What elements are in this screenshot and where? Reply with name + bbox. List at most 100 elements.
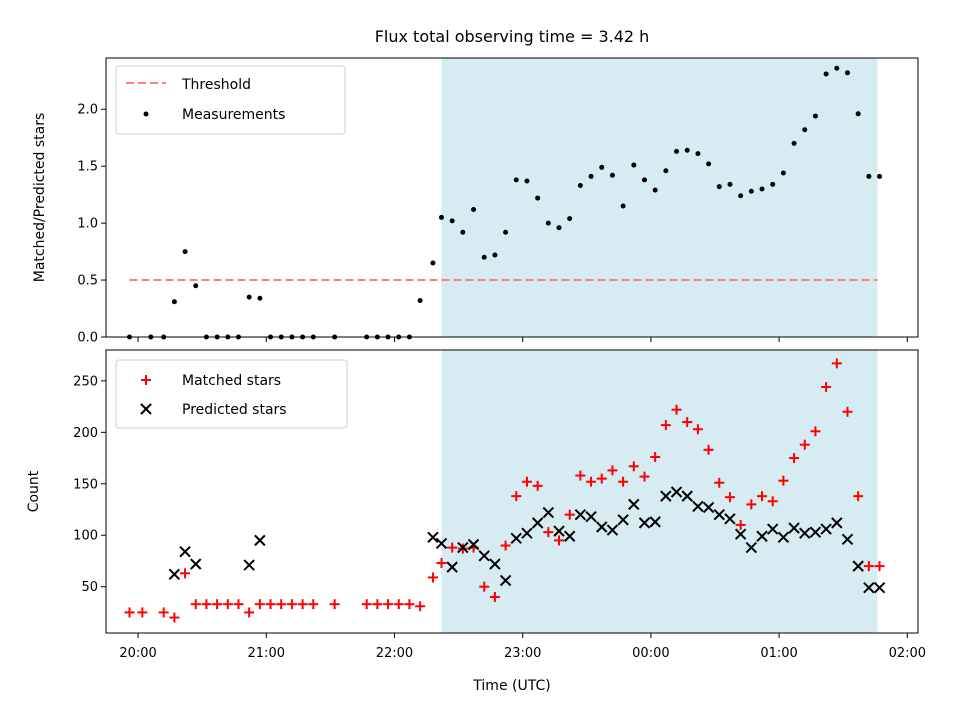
predicted-star-point bbox=[777, 531, 790, 544]
predicted-star-point bbox=[179, 545, 191, 558]
matched-star-point bbox=[575, 470, 586, 481]
bottom-axes-frame bbox=[105, 349, 919, 634]
matched-star-point bbox=[799, 439, 810, 450]
measurement-point bbox=[430, 260, 436, 266]
matched-star-point bbox=[137, 607, 148, 618]
predicted-star-point bbox=[863, 582, 875, 594]
matched-star-point bbox=[372, 599, 383, 610]
matched-star-point bbox=[265, 599, 276, 610]
predicted-star-point bbox=[766, 523, 779, 535]
measurement-point bbox=[171, 299, 177, 305]
top-y-ticks: 0.0 0.5 1.0 1.5 2.0 bbox=[77, 103, 106, 346]
measurement-point bbox=[727, 181, 733, 187]
matched-star-point bbox=[831, 358, 842, 369]
predicted-star-point bbox=[243, 559, 255, 571]
matched-star-point bbox=[618, 476, 629, 487]
predicted-star-point bbox=[457, 541, 469, 554]
predicted-star-point bbox=[499, 574, 512, 587]
predicted-star-point bbox=[681, 490, 693, 502]
measurement-point bbox=[684, 147, 690, 153]
predicted-star-point bbox=[638, 517, 651, 529]
predicted-star-point-b bbox=[499, 574, 512, 587]
predicted-star-point-b bbox=[596, 521, 608, 533]
predicted-star-point bbox=[606, 524, 619, 536]
matched-star-point bbox=[254, 599, 265, 610]
predicted-star-point-b bbox=[745, 541, 758, 554]
top-panel: 0.00.51.01.52.0 Matched/Predicted stars … bbox=[32, 57, 919, 346]
matched-star-point bbox=[521, 476, 532, 487]
predicted-star-point bbox=[670, 486, 683, 498]
measurement-point bbox=[193, 283, 199, 289]
legend-threshold-label: Threshold bbox=[181, 77, 251, 93]
predicted-star-point bbox=[649, 516, 661, 528]
bot-ytick-label: 250 bbox=[73, 374, 98, 389]
legend-predicted-marker bbox=[140, 403, 152, 415]
predicted-star-point-b bbox=[168, 568, 181, 581]
matched-star-point bbox=[660, 420, 671, 431]
predicted-star-point-b bbox=[852, 560, 864, 572]
measurement-point bbox=[674, 148, 680, 154]
measurement-point bbox=[791, 140, 797, 146]
matched-star-point bbox=[286, 599, 297, 610]
measurement-point bbox=[716, 184, 722, 190]
matched-star-point bbox=[586, 476, 597, 487]
legend-matched-label: Matched stars bbox=[182, 373, 281, 389]
top-legend-box bbox=[115, 65, 346, 135]
predicted-star-point-b bbox=[510, 532, 522, 545]
matched-star-point bbox=[554, 535, 565, 546]
matched-star-point bbox=[276, 599, 287, 610]
predicted-star-point bbox=[542, 506, 555, 519]
predicted-star-point-b bbox=[638, 517, 651, 529]
matched-star-point bbox=[489, 591, 500, 602]
predicted-star-point-b bbox=[190, 558, 202, 570]
top-ytick-label: 0.0 bbox=[77, 331, 98, 346]
bot-ytick-label: 50 bbox=[81, 580, 98, 595]
predicted-star-point-b bbox=[254, 534, 266, 547]
predicted-star-point bbox=[478, 550, 490, 562]
matched-star-point bbox=[532, 480, 543, 491]
measurement-point bbox=[460, 229, 466, 235]
predicted-star-point-b bbox=[628, 498, 640, 511]
bot-ytick-label: 150 bbox=[73, 477, 98, 492]
predicted-star-point bbox=[799, 527, 811, 539]
matched-star-point bbox=[415, 601, 426, 612]
legend-predicted-marker-b bbox=[140, 403, 152, 415]
predicted-star-point-b bbox=[478, 550, 490, 562]
legend-measurements-label: Measurements bbox=[182, 107, 285, 123]
measurement-point bbox=[802, 127, 808, 133]
measurement-point bbox=[706, 161, 712, 167]
predicted-star-point-b bbox=[553, 525, 565, 537]
xtick-label: 20:00 bbox=[119, 646, 156, 661]
measurement-point bbox=[449, 218, 455, 224]
matched-star-point bbox=[190, 599, 201, 610]
top-shaded-region bbox=[441, 58, 878, 337]
top-ytick-label: 2.0 bbox=[77, 103, 98, 118]
bottom-x-ticks: 20:00 21:00 22:00 23:00 00:00 01:00 02:00 bbox=[119, 633, 926, 661]
matched-star-point bbox=[124, 607, 135, 618]
top-y-axis-label: Matched/Predicted stars bbox=[32, 113, 48, 283]
predicted-star-point bbox=[734, 528, 747, 540]
matched-star-point bbox=[180, 568, 191, 579]
matched-star-point bbox=[757, 491, 768, 502]
predicted-star-point bbox=[446, 561, 458, 573]
matched-star-point bbox=[244, 607, 255, 618]
matched-star-point bbox=[789, 453, 800, 464]
legend-matched-symbol bbox=[141, 375, 151, 385]
measurement-point bbox=[695, 151, 701, 157]
predicted-star-point-b bbox=[809, 526, 822, 538]
predicted-star-point bbox=[788, 522, 800, 534]
measurement-point bbox=[438, 214, 444, 220]
measurement-point bbox=[471, 206, 477, 212]
measurement-point bbox=[246, 294, 252, 300]
measurement-point bbox=[492, 252, 498, 258]
bot-ytick-label: 200 bbox=[73, 426, 98, 441]
predicted-star-point-b bbox=[489, 558, 501, 570]
bottom-y-axis-label: Count bbox=[26, 470, 42, 512]
predicted-star-point-b bbox=[617, 514, 629, 526]
matched-star-point bbox=[746, 499, 757, 510]
matched-star-point bbox=[404, 599, 415, 610]
matched-star-point bbox=[212, 599, 223, 610]
matched-star-point bbox=[233, 599, 244, 610]
predicted-star-point bbox=[553, 525, 565, 537]
predicted-star-point bbox=[585, 511, 597, 523]
